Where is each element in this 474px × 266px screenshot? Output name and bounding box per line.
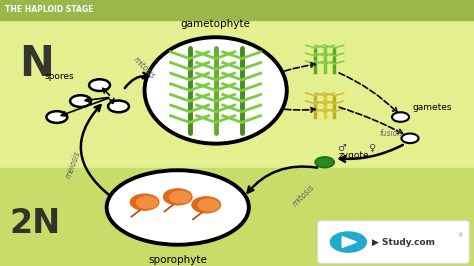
- Ellipse shape: [145, 37, 287, 144]
- Text: ♀: ♀: [368, 143, 376, 153]
- Text: zygote: zygote: [339, 151, 370, 160]
- Text: N: N: [19, 43, 54, 85]
- Polygon shape: [342, 237, 356, 247]
- Circle shape: [130, 194, 159, 210]
- Ellipse shape: [107, 170, 249, 245]
- Circle shape: [198, 199, 219, 211]
- Text: 2N: 2N: [9, 207, 61, 240]
- Circle shape: [401, 134, 419, 143]
- Text: ▶ Study.com: ▶ Study.com: [372, 238, 435, 247]
- Circle shape: [46, 111, 67, 123]
- Circle shape: [108, 101, 129, 112]
- Text: ♂: ♂: [337, 143, 346, 153]
- Circle shape: [89, 79, 110, 91]
- Circle shape: [330, 232, 366, 252]
- Text: mitosis: mitosis: [291, 183, 316, 208]
- Circle shape: [192, 197, 220, 213]
- Circle shape: [164, 189, 192, 205]
- Circle shape: [170, 191, 191, 203]
- Circle shape: [392, 112, 409, 122]
- Text: meiosis: meiosis: [64, 150, 82, 180]
- Bar: [0, 0, 474, 20]
- Circle shape: [137, 197, 157, 208]
- FancyBboxPatch shape: [318, 221, 469, 263]
- Text: sporophyte: sporophyte: [148, 255, 207, 265]
- Text: spores: spores: [45, 72, 75, 81]
- Text: gametophyte: gametophyte: [181, 19, 251, 29]
- Text: fusion: fusion: [379, 128, 402, 138]
- Text: THE HAPLOID STAGE: THE HAPLOID STAGE: [5, 5, 93, 14]
- Text: ®: ®: [457, 233, 463, 238]
- Text: mitosis: mitosis: [132, 55, 157, 81]
- Circle shape: [70, 95, 91, 107]
- Text: gametes: gametes: [412, 103, 452, 112]
- Bar: [0, 168, 474, 266]
- Circle shape: [315, 157, 334, 168]
